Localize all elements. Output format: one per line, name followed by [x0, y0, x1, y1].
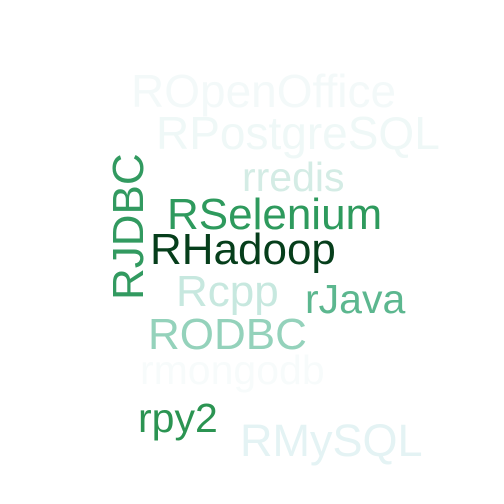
word-rredis: rredis — [242, 154, 345, 200]
word-rodbc: RODBC — [148, 310, 307, 359]
word-rjdbc: RJDBC — [104, 153, 153, 300]
word-rhadoop: RHadoop — [150, 225, 336, 274]
word-ropenoffice: ROpenOffice — [131, 65, 397, 117]
word-rcpp: Rcpp — [176, 267, 279, 316]
word-rselenium: RSelenium — [167, 190, 383, 239]
word-rmongodb: rmongodb — [140, 347, 325, 393]
word-rmysql: RMySQL — [240, 415, 423, 466]
word-rjava: rJava — [305, 276, 406, 322]
word-rpy2: rpy2 — [138, 395, 218, 441]
word-rpostgresql: RPostgreSQL — [156, 107, 440, 159]
